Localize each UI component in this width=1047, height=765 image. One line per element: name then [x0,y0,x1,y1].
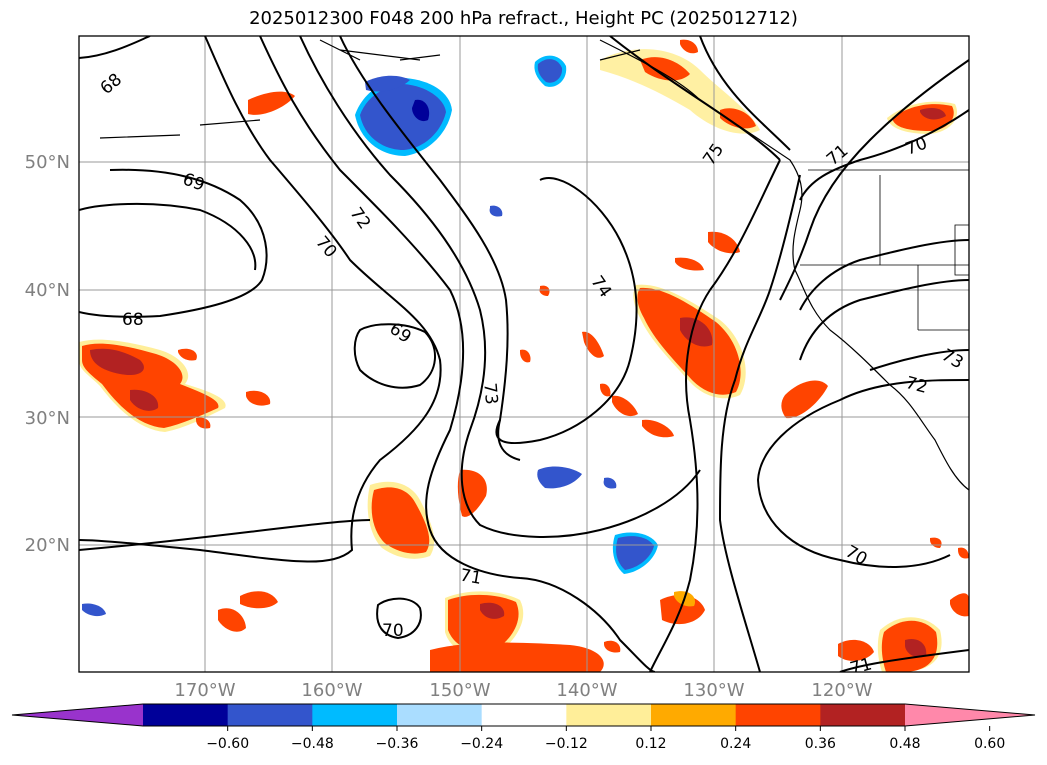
colorbar-tick-label: −0.60 [206,736,249,752]
longitude-labels: 170°W 160°W 150°W 140°W 130°W 120°W [174,680,872,701]
lon-label-130w: 130°W [683,680,744,701]
latitude-labels: 50°N 40°N 30°N 20°N [25,152,70,556]
contour-label: 71 [848,654,874,679]
colorbar-segment [651,704,737,726]
colorbar-segment [312,704,398,726]
colorbar-extension-low [12,704,143,726]
colorbar: −0.60 −0.48 −0.36 −0.24 −0.12 0.12 0.24 0.36 0.4… [11,703,1036,752]
colorbar-tick-label: −0.48 [291,736,334,752]
colorbar-segment [735,704,821,726]
colorbar-tick-label: −0.36 [376,736,419,752]
colorbar-tick-label: −0.12 [545,736,588,752]
contour-label: 73 [479,382,501,405]
lon-label-140w: 140°W [556,680,617,701]
contour-label: 70 [382,621,404,641]
lat-label-30n: 30°N [25,408,70,429]
colorbar-outline [11,703,1036,727]
lon-label-150w: 150°W [429,680,490,701]
negative-refractivity-fill [82,55,658,617]
height-contours [79,36,969,672]
colorbar-tick-label: −0.24 [460,736,503,752]
colorbar-tick-label: 0.60 [974,736,1005,752]
colorbar-tick-label: 0.48 [889,736,920,752]
colorbar-segment [143,704,229,726]
map-title: 2025012300 F048 200 hPa refract., Height… [249,8,798,29]
colorbar-segment [227,704,313,726]
colorbar-segment [481,704,567,726]
colorbar-tick-label: 0.12 [635,736,666,752]
colorbar-segment [397,704,483,726]
lon-label-170w: 170°W [174,680,235,701]
colorbar-extension-high [905,704,1035,726]
lat-label-50n: 50°N [25,152,70,173]
lat-label-20n: 20°N [25,535,70,556]
contour-label: 68 [122,310,144,330]
contour-label: 71 [458,565,483,588]
colorbar-segment [820,704,906,726]
map-plot-area: 68 69 72 70 75 71 70 68 69 73 74 73 72 7… [79,36,969,679]
graticule [79,36,969,672]
lat-label-40n: 40°N [25,280,70,301]
colorbar-tick-label: 0.36 [805,736,836,752]
lon-label-160w: 160°W [301,680,362,701]
colorbar-segment [566,704,652,726]
map-frame [78,35,970,673]
colorbar-tick-label: 0.24 [720,736,751,752]
lon-label-120w: 120°W [811,680,872,701]
